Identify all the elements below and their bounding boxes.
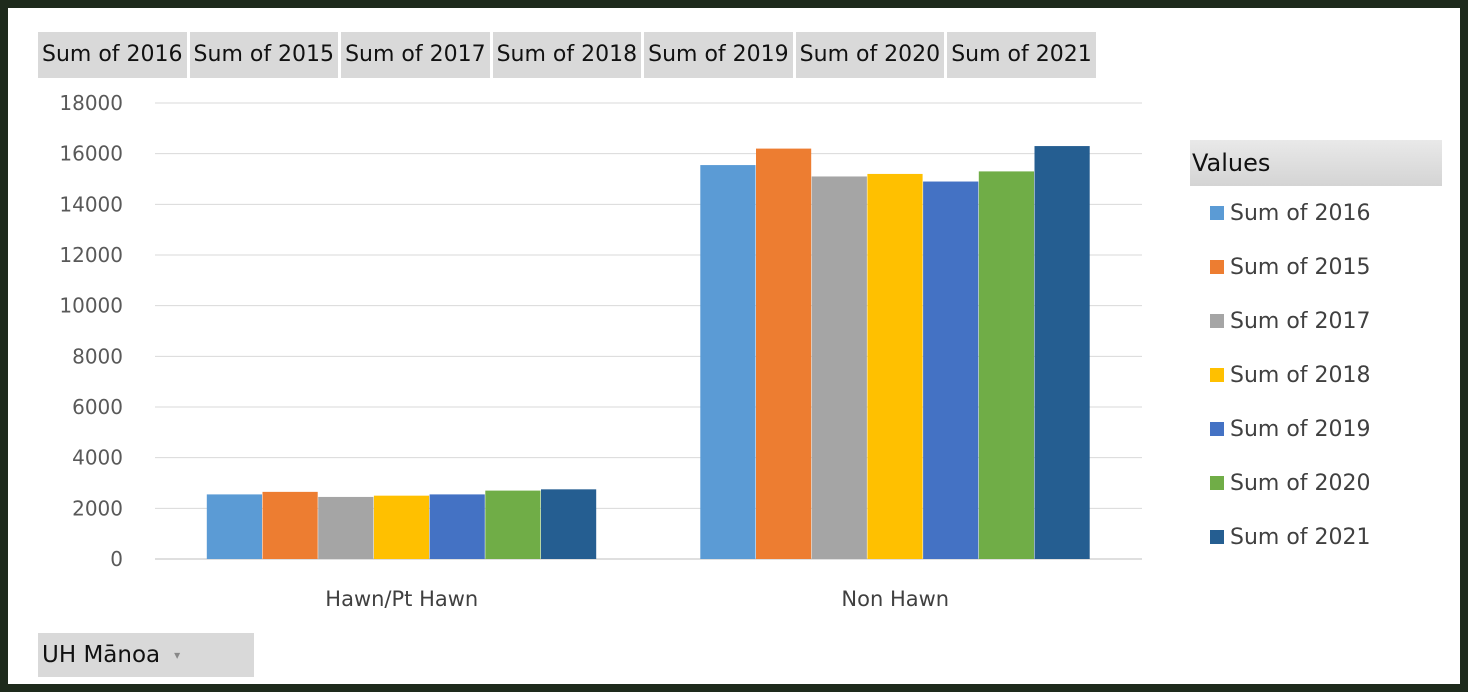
legend-item[interactable]: Sum of 2017	[1190, 294, 1442, 348]
bar	[867, 173, 923, 559]
legend-swatch	[1210, 422, 1224, 436]
campus-filter-button[interactable]: UH Mānoa ▾	[38, 633, 254, 677]
field-button-sum-2019[interactable]: Sum of 2019	[644, 32, 793, 78]
dropdown-icon: ▾	[174, 648, 181, 662]
legend-title[interactable]: Values	[1190, 140, 1442, 186]
y-tick-label: 0	[110, 547, 123, 571]
field-button-sum-2020[interactable]: Sum of 2020	[795, 32, 945, 78]
filter-label: UH Mānoa	[42, 642, 161, 668]
bar	[262, 491, 318, 559]
y-tick-label: 18000	[59, 91, 123, 115]
bar	[756, 148, 812, 559]
legend-label: Sum of 2015	[1230, 254, 1371, 280]
legend-item[interactable]: Sum of 2018	[1190, 348, 1442, 402]
y-tick-label: 2000	[72, 496, 123, 520]
bar	[700, 165, 756, 560]
value-field-buttons: Sum of 2016 Sum of 2015 Sum of 2017 Sum …	[38, 32, 1096, 78]
x-category-label: Hawn/Pt Hawn	[325, 587, 478, 611]
chart-legend: Values Sum of 2016 Sum of 2015 Sum of 2017…	[1190, 140, 1442, 564]
field-button-sum-2018[interactable]: Sum of 2018	[492, 32, 642, 78]
legend-label: Sum of 2020	[1230, 470, 1371, 496]
bar	[541, 489, 597, 559]
bar	[373, 495, 430, 559]
bar	[318, 496, 374, 559]
legend-swatch	[1210, 314, 1224, 328]
y-tick-label: 4000	[72, 446, 123, 470]
y-tick-label: 10000	[59, 294, 123, 318]
y-tick-label: 12000	[59, 243, 123, 267]
field-button-sum-2016[interactable]: Sum of 2016	[38, 32, 187, 78]
legend-swatch	[1210, 476, 1224, 490]
legend-swatch	[1210, 206, 1224, 220]
y-tick-label: 16000	[59, 142, 123, 166]
legend-label: Sum of 2019	[1230, 416, 1371, 442]
bar	[811, 176, 867, 559]
legend-item[interactable]: Sum of 2016	[1190, 186, 1442, 240]
legend-label: Sum of 2018	[1230, 362, 1371, 388]
legend-swatch	[1210, 368, 1224, 382]
field-button-sum-2015[interactable]: Sum of 2015	[189, 32, 339, 78]
legend-label: Sum of 2017	[1230, 308, 1371, 334]
legend-label: Sum of 2021	[1230, 524, 1371, 550]
bar	[923, 181, 979, 560]
y-tick-label: 8000	[72, 344, 123, 368]
legend-item[interactable]: Sum of 2015	[1190, 240, 1442, 294]
bar	[206, 494, 262, 559]
y-tick-label: 6000	[72, 395, 123, 419]
pivot-chart-frame: Sum of 2016 Sum of 2015 Sum of 2017 Sum …	[8, 8, 1460, 684]
legend-swatch	[1210, 260, 1224, 274]
legend-label: Sum of 2016	[1230, 200, 1371, 226]
bar	[978, 171, 1034, 559]
field-button-sum-2021[interactable]: Sum of 2021	[947, 32, 1096, 78]
legend-item[interactable]: Sum of 2019	[1190, 402, 1442, 456]
legend-item[interactable]: Sum of 2020	[1190, 456, 1442, 510]
bar	[1034, 146, 1090, 560]
bar	[429, 494, 485, 559]
legend-swatch	[1210, 530, 1224, 544]
field-button-sum-2017[interactable]: Sum of 2017	[341, 32, 490, 78]
legend-item[interactable]: Sum of 2021	[1190, 510, 1442, 564]
x-category-label: Non Hawn	[841, 587, 949, 611]
bar	[485, 490, 541, 559]
y-tick-label: 14000	[59, 192, 123, 216]
